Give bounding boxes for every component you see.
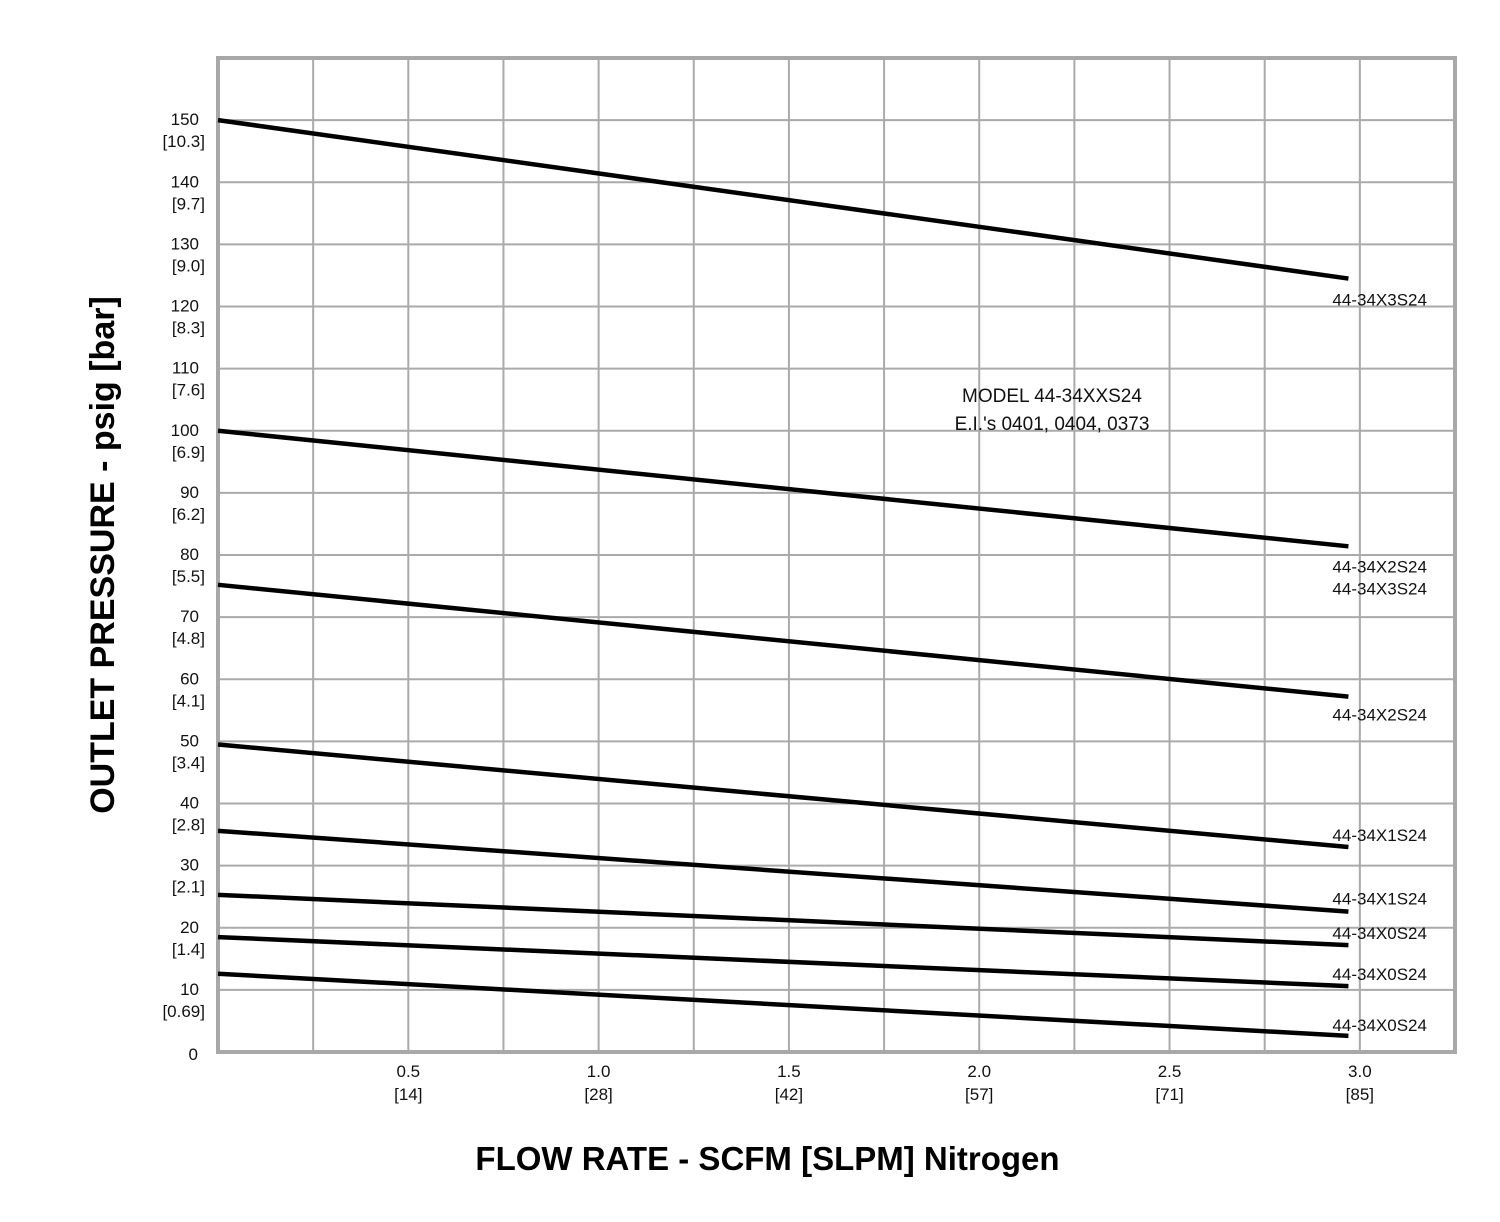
model-annotation: MODEL 44-34XXS24 [962, 386, 1142, 407]
y-tick-sublabel: [2.8] [172, 816, 205, 835]
x-tick-sublabel: [28] [584, 1085, 612, 1104]
y-tick-sublabel: [8.3] [172, 319, 205, 338]
y-tick-sublabel: [4.1] [172, 691, 205, 710]
series-label: 44-34X0S24 [1332, 965, 1427, 984]
series-line [217, 828, 1349, 914]
line-labels: 44-34X3S24 44-34X2S24 44-34X3S24 44-34X2S24… [1332, 291, 1427, 1035]
axis-ticks: 0 10 [0.69] 20 [1.4] 30 [2.1] 40 [2.8] 50 [3.4] 60 [… [162, 110, 1374, 1104]
y-tick-label: 120 [171, 297, 199, 316]
y-tick-label: 130 [171, 234, 199, 253]
x-tick-label: 2.0 [967, 1062, 991, 1081]
y-tick-sublabel: [3.4] [172, 753, 205, 772]
ei-annotation: E.I.'s 0401, 0404, 0373 [955, 414, 1150, 435]
series-label: 44-34X3S24 [1332, 579, 1427, 598]
x-tick-sublabel: [14] [394, 1085, 422, 1104]
x-tick-sublabel: [57] [965, 1085, 993, 1104]
y-tick-label: 90 [180, 483, 199, 502]
y-tick-label: 80 [180, 545, 199, 564]
y-tick-label: 150 [171, 110, 199, 129]
series-line [217, 971, 1349, 1039]
y-tick-label: 10 [180, 980, 199, 999]
y-tick-sublabel: [5.5] [172, 567, 205, 586]
y-tick-label: 70 [180, 607, 199, 626]
series-label: 44-34X0S24 [1332, 1016, 1427, 1035]
y-tick-sublabel: [9.7] [172, 194, 205, 213]
series-label: 44-34X3S24 [1332, 291, 1427, 310]
y-tick-sublabel: [2.1] [172, 878, 205, 897]
y-tick-label: 100 [171, 421, 199, 440]
y-tick-label: 20 [180, 918, 199, 937]
series-line [217, 934, 1349, 989]
grid-lines [216, 56, 1457, 1054]
y-axis-title: OUTLET PRESSURE - psig [bar] [84, 296, 122, 814]
y-tick-sublabel: [10.3] [162, 132, 205, 151]
series-label: 44-34X1S24 [1332, 826, 1427, 845]
x-tick-label: 3.0 [1348, 1062, 1372, 1081]
y-tick-label: 40 [180, 794, 199, 813]
y-tick-sublabel: [9.0] [172, 256, 205, 275]
series-label: 44-34X1S24 [1332, 890, 1427, 909]
series-line [217, 582, 1349, 699]
y-tick-label: 50 [180, 731, 199, 750]
x-tick-label: 2.5 [1158, 1062, 1182, 1081]
y-tick-sublabel: [0.69] [162, 1002, 205, 1021]
y-tick-sublabel: [1.4] [172, 940, 205, 959]
y-tick-sublabel: [6.2] [172, 505, 205, 524]
series-line [217, 742, 1349, 850]
x-tick-label: 1.0 [587, 1062, 611, 1081]
y-tick-label: 30 [180, 856, 199, 875]
y-tick-label: 140 [171, 172, 199, 191]
x-tick-sublabel: [42] [775, 1085, 803, 1104]
series-label: 44-34X2S24 [1332, 706, 1427, 725]
x-tick-label: 0.5 [396, 1062, 420, 1081]
x-axis-title: FLOW RATE - SCFM [SLPM] Nitrogen [475, 1140, 1060, 1177]
x-tick-sublabel: [85] [1346, 1085, 1374, 1104]
y-tick-sublabel: [4.8] [172, 629, 205, 648]
y-tick-label: 110 [172, 359, 199, 378]
series-label: 44-34X2S24 [1332, 557, 1427, 576]
y-tick-label: 0 [189, 1045, 198, 1064]
x-tick-sublabel: [71] [1155, 1085, 1183, 1104]
y-tick-sublabel: [6.9] [172, 443, 205, 462]
data-lines [217, 117, 1349, 1039]
y-tick-label: 60 [180, 669, 199, 688]
series-line [217, 117, 1349, 281]
plot-border [216, 56, 1457, 1054]
y-tick-sublabel: [7.6] [172, 381, 205, 400]
series-line [217, 892, 1349, 948]
series-line [217, 428, 1349, 549]
series-label: 44-34X0S24 [1332, 924, 1427, 943]
x-tick-label: 1.5 [777, 1062, 801, 1081]
